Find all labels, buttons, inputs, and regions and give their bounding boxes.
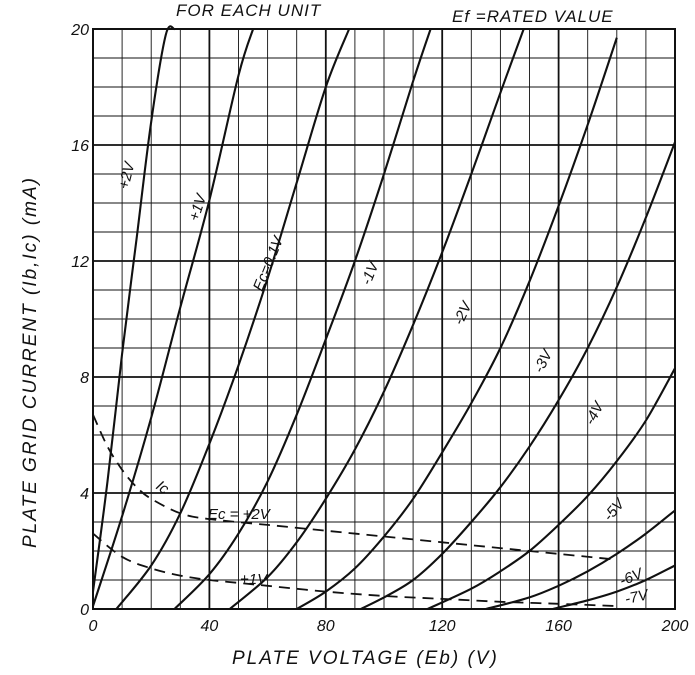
curve-label-minus4v: -4V <box>582 398 609 428</box>
y-tick-label: 20 <box>70 22 89 39</box>
curve-label-minus1v: -1V <box>358 258 383 288</box>
x-tick-label: 80 <box>317 618 335 635</box>
tick-labels: 0 40 80 120 160 200 0 4 8 12 16 20 <box>70 22 688 635</box>
grid-current-label-plus2v: Ec = +2V <box>208 506 272 523</box>
y-tick-label: 8 <box>80 370 89 387</box>
plate-curve <box>91 28 255 607</box>
x-tick-label: 120 <box>429 618 456 635</box>
curve-label-plus2v: +2V <box>115 159 139 191</box>
y-tick-label: 0 <box>80 602 89 619</box>
x-tick-label: 160 <box>545 618 572 635</box>
plate-curve <box>360 141 676 610</box>
plate-curve <box>115 28 351 610</box>
x-tick-label: 0 <box>89 618 98 635</box>
x-tick-label: 40 <box>201 618 219 635</box>
y-tick-label: 12 <box>71 254 89 271</box>
plate-curve <box>296 37 618 610</box>
y-tick-label: 4 <box>80 486 89 503</box>
grid-current-curve <box>92 532 617 607</box>
plate-curve <box>427 367 676 610</box>
chart-subtitle: Ef =RATED VALUE <box>452 7 614 26</box>
plot-frame <box>92 28 676 610</box>
plate-curve <box>552 564 676 611</box>
curve-label-minus3v: -3V <box>530 346 557 376</box>
curve-label-minus5v: -5V <box>600 494 629 524</box>
x-tick-label: 200 <box>661 618 689 635</box>
chart-title: FOR EACH UNIT <box>176 1 322 20</box>
curve-label-plus1v: +1V <box>186 190 211 223</box>
grid-current-label-plus1v: +1V <box>240 571 269 588</box>
grid <box>92 28 676 610</box>
curves <box>91 25 676 611</box>
plate-curve <box>91 25 176 592</box>
plate-curve <box>173 28 432 610</box>
grid-current-label-ic: Ic <box>153 477 173 498</box>
grid-current-curve <box>92 414 617 561</box>
plate-curve <box>229 28 525 610</box>
curve-label-minus6v: -6V <box>617 564 647 589</box>
y-axis-label: PLATE GRID CURRENT (Ib,Ic) (mA) <box>20 176 41 548</box>
curve-label-minus2v: -2V <box>450 298 476 328</box>
plate-curve <box>485 509 676 611</box>
y-tick-label: 16 <box>71 138 89 155</box>
x-axis-label: PLATE VOLTAGE (Eb) (V) <box>232 648 499 669</box>
curve-label-ec-0-1v: Ec=0.1V <box>250 232 288 293</box>
curve-label-minus7v: -7V <box>623 586 651 608</box>
